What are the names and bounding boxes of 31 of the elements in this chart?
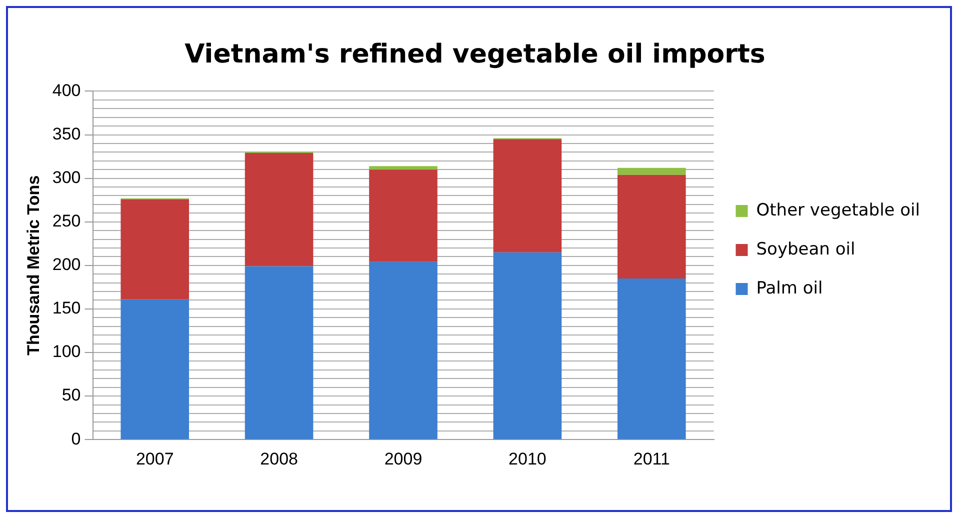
- legend-label: Palm oil: [756, 278, 823, 298]
- y-tick-label: 150: [52, 298, 81, 318]
- y-tick-label: 350: [52, 124, 81, 144]
- chart-title: Vietnam's refined vegetable oil imports: [184, 39, 766, 70]
- x-tick-label: 2011: [633, 449, 670, 468]
- bar: [244, 266, 314, 440]
- y-tick-label: 300: [52, 168, 81, 187]
- bar: [369, 170, 438, 262]
- bar: [617, 168, 686, 175]
- y-tick-label: 100: [52, 342, 81, 362]
- y-tick-label: 250: [52, 212, 81, 231]
- bar: [617, 278, 686, 440]
- y-tick-label: 400: [52, 80, 81, 100]
- bar: [493, 252, 562, 440]
- y-tick-label: 200: [52, 255, 81, 274]
- x-tick-label: 2010: [508, 449, 546, 468]
- y-axis-title: Thousand Metric Tons: [24, 175, 43, 356]
- legend-label: Other vegetable oil: [756, 200, 920, 220]
- bar: [369, 166, 438, 170]
- bar: [617, 174, 686, 278]
- y-tick-label: 50: [62, 386, 81, 405]
- bar: [244, 153, 314, 266]
- x-tick-label: 2007: [136, 449, 174, 468]
- bar: [369, 262, 438, 440]
- x-tick-label: 2009: [384, 449, 422, 468]
- y-tick-label: 0: [71, 429, 81, 448]
- bar: [120, 299, 190, 440]
- legend-label: Soybean oil: [756, 239, 856, 260]
- bar: [493, 139, 562, 252]
- bar: [120, 199, 190, 300]
- x-tick-label: 2008: [260, 449, 298, 468]
